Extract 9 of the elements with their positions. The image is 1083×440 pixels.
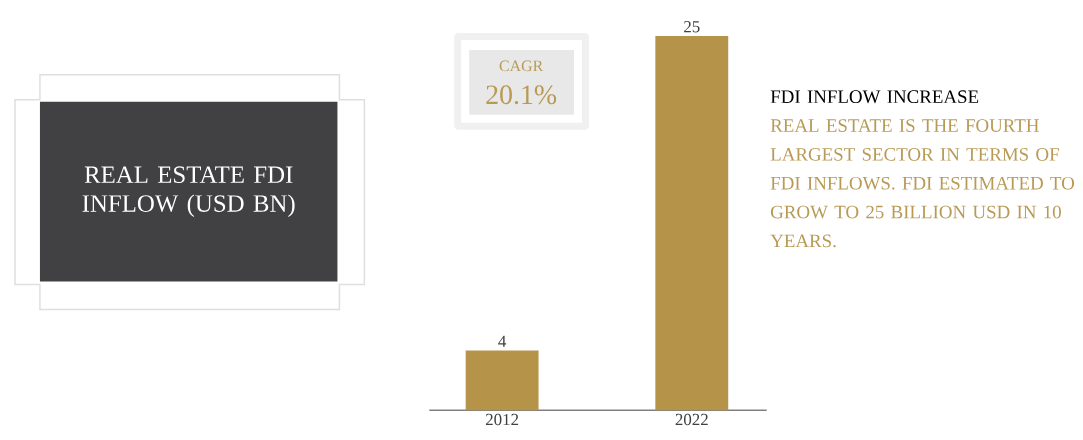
annotation: 20.1%	[486, 85, 557, 105]
x-tick-label: 2022	[675, 413, 708, 426]
x-tick-label: 2012	[485, 413, 519, 426]
data-label: 4	[498, 335, 507, 347]
text: REAL ESTATE FDI INFLOW (USD BN)	[82, 166, 295, 217]
text: REAL ESTATE IS THE FOURTH LARGEST SECTOR IN TERMS OF FDI INFLOWS. FDI ESTIMATED TO GROW TO 25 BILLION USD IN 10 YEARS.	[770, 119, 1075, 248]
text: FDI INFLOW INCREASE	[770, 90, 979, 104]
data-label: 25	[684, 20, 700, 33]
annotation: CAGR	[499, 60, 544, 72]
